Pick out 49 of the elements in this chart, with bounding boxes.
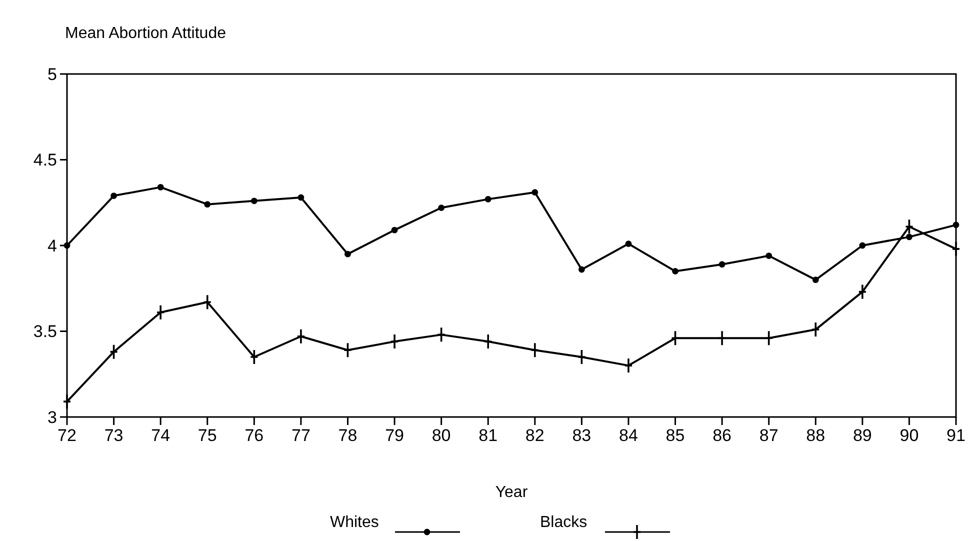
x-tick-label: 74 bbox=[151, 426, 170, 445]
x-tick-label: 85 bbox=[666, 426, 685, 445]
point bbox=[64, 242, 70, 249]
y-tick-label: 3 bbox=[48, 408, 57, 427]
point bbox=[298, 194, 304, 201]
x-tick-label: 91 bbox=[946, 426, 966, 445]
y-tick-label: 3.5 bbox=[33, 322, 57, 342]
point bbox=[391, 226, 398, 234]
x-tick-label: 80 bbox=[432, 426, 451, 445]
x-tick-label: 89 bbox=[852, 426, 872, 445]
x-tick-label: 79 bbox=[385, 426, 404, 445]
x-tick-label: 81 bbox=[478, 426, 498, 445]
point bbox=[718, 261, 726, 268]
x-tick-label: 78 bbox=[338, 426, 358, 445]
point bbox=[438, 204, 445, 211]
x-tick-label: 73 bbox=[104, 426, 124, 445]
point bbox=[766, 252, 772, 259]
point bbox=[484, 196, 492, 202]
x-tick-label: 72 bbox=[58, 426, 76, 445]
point bbox=[952, 222, 960, 228]
legend-label: Blacks bbox=[540, 514, 588, 531]
x-tick-label: 84 bbox=[619, 426, 638, 445]
x-tick-label: 86 bbox=[712, 426, 732, 445]
y-tick-label: 5 bbox=[48, 64, 57, 84]
x-tick-label: 82 bbox=[525, 426, 544, 445]
x-tick-label: 83 bbox=[572, 426, 592, 445]
x-tick-label: 77 bbox=[291, 426, 310, 445]
x-tick-label: 76 bbox=[244, 426, 264, 445]
point bbox=[344, 250, 351, 258]
y-axis-title: Mean Abortion Attitude bbox=[65, 25, 226, 42]
x-tick-label: 90 bbox=[900, 426, 919, 445]
x-tick-label: 75 bbox=[198, 426, 217, 445]
point bbox=[250, 198, 258, 204]
point bbox=[578, 266, 585, 273]
y-tick-label: 4 bbox=[48, 236, 57, 256]
point bbox=[672, 268, 678, 274]
point bbox=[812, 276, 819, 283]
point bbox=[906, 234, 912, 240]
point bbox=[110, 192, 117, 199]
point bbox=[532, 189, 538, 196]
x-tick-label: 87 bbox=[759, 426, 778, 445]
point bbox=[625, 240, 632, 247]
point bbox=[204, 201, 211, 208]
point bbox=[157, 184, 164, 190]
x-axis-title: Year bbox=[495, 484, 528, 501]
y-tick-label: 4.5 bbox=[33, 150, 57, 170]
legend-label: Whites bbox=[330, 514, 379, 531]
point bbox=[859, 242, 866, 249]
x-tick-label: 88 bbox=[806, 426, 826, 445]
